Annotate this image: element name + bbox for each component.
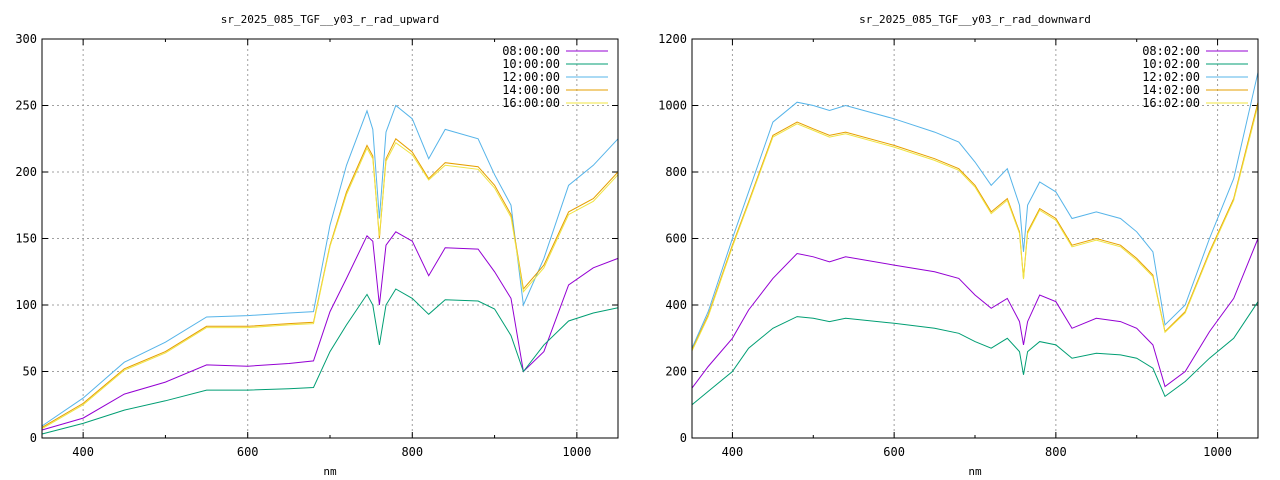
- y-tick-label: 1000: [658, 99, 687, 113]
- series-line-160000: [41, 141, 619, 430]
- plot-frame: [41, 38, 619, 439]
- legend-label: 10:02:00: [1142, 57, 1200, 71]
- series-line-080000: [41, 231, 619, 431]
- y-tick-label: 100: [15, 298, 37, 312]
- series-line-160200: [691, 105, 1259, 352]
- legend-label: 08:00:00: [502, 44, 560, 58]
- plot-frame: [691, 38, 1259, 439]
- legend-label: 12:02:00: [1142, 70, 1200, 84]
- legend-label: 10:00:00: [502, 57, 560, 71]
- series-line-120000: [41, 104, 619, 427]
- y-tick-label: 250: [15, 99, 37, 113]
- x-tick-label: 400: [722, 445, 744, 459]
- series-line-140200: [691, 102, 1259, 351]
- x-tick-label: 800: [401, 445, 423, 459]
- series-line-100200: [691, 301, 1259, 406]
- y-tick-label: 0: [30, 431, 37, 445]
- x-tick-label: 600: [883, 445, 905, 459]
- legend-label: 14:00:00: [502, 83, 560, 97]
- chart-title: sr_2025_085_TGF__y03_r_rad_downward: [859, 13, 1091, 26]
- legend-label: 12:00:00: [502, 70, 560, 84]
- x-tick-label: 600: [237, 445, 259, 459]
- y-tick-label: 600: [665, 232, 687, 246]
- legend-label: 16:02:00: [1142, 96, 1200, 110]
- chart-title: sr_2025_085_TGF__y03_r_rad_upward: [221, 13, 440, 26]
- y-tick-label: 1200: [658, 32, 687, 46]
- series-line-120200: [691, 72, 1259, 349]
- y-tick-label: 300: [15, 32, 37, 46]
- x-tick-label: 1000: [1203, 445, 1232, 459]
- y-tick-label: 800: [665, 165, 687, 179]
- y-tick-label: 50: [23, 365, 37, 379]
- x-tick-label: 1000: [562, 445, 591, 459]
- x-tick-label: 800: [1045, 445, 1067, 459]
- y-tick-label: 150: [15, 232, 37, 246]
- series-line-140000: [41, 138, 619, 428]
- series-line-100000: [41, 288, 619, 435]
- downward-radiance-chart: sr_2025_085_TGF__y03_r_rad_downward 400 60…: [658, 13, 1259, 478]
- x-axis-label: nm: [968, 465, 982, 478]
- series-line-080200: [691, 238, 1259, 389]
- y-tick-label: 200: [15, 165, 37, 179]
- x-tick-label: 400: [72, 445, 94, 459]
- legend-label: 14:02:00: [1142, 83, 1200, 97]
- x-axis-label: nm: [323, 465, 337, 478]
- legend-label: 08:02:00: [1142, 44, 1200, 58]
- y-tick-label: 400: [665, 298, 687, 312]
- y-tick-label: 200: [665, 365, 687, 379]
- y-tick-label: 0: [680, 431, 687, 445]
- legend-label: 16:00:00: [502, 96, 560, 110]
- upward-radiance-chart: sr_2025_085_TGF__y03_r_rad_upward 400 600 8…: [15, 13, 619, 478]
